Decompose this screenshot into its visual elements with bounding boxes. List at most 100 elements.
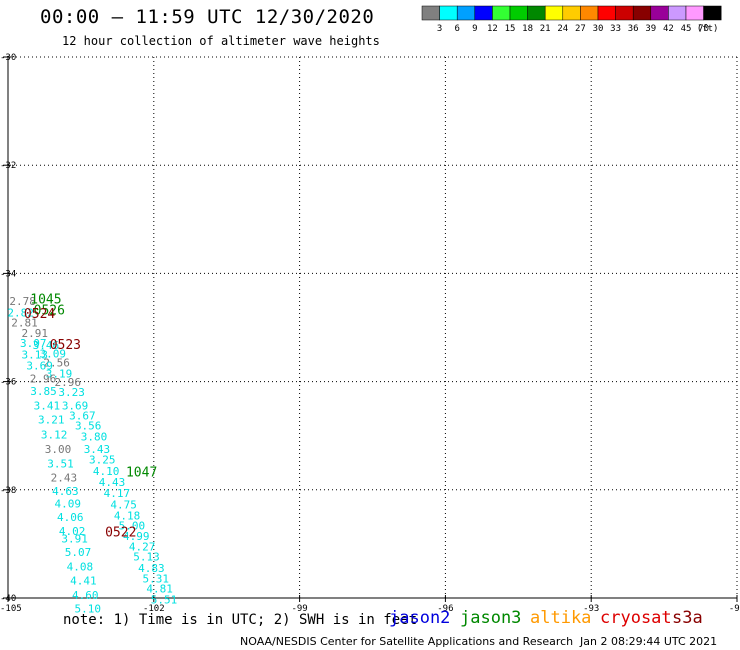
pass-time-label: 0522 (105, 525, 136, 540)
legend-label: 27 (575, 24, 586, 34)
swh-value-label: 3.12 (41, 428, 68, 441)
swh-value-label: 2.96 (55, 376, 82, 389)
legend-swatch (474, 5, 493, 21)
swh-value-label: 3.69 (62, 400, 89, 413)
swh-value-label: 4.81 (146, 583, 173, 596)
satellite-cryosat-label: cryosat (600, 608, 672, 628)
swh-value-label: 4.63 (52, 485, 79, 498)
swh-value-label: 3.85 (30, 385, 57, 398)
swh-value-label: 3.91 (61, 532, 88, 545)
pass-time-label: 0524 (24, 307, 55, 322)
legend-swatch (580, 5, 599, 21)
swh-value-label: 5.13 (133, 551, 160, 564)
swh-value-label: 3.09 (39, 347, 66, 360)
swh-value-label: 3.69 (26, 360, 53, 373)
legend-swatch (685, 5, 704, 21)
legend-swatch (456, 5, 476, 21)
swh-value-label: 4.43 (99, 476, 126, 489)
lat-tick-label: -38 (0, 486, 16, 496)
swh-value-label: 2.43 (51, 472, 78, 485)
swh-value-label: 2.82 (7, 307, 34, 320)
lat-tick-label: -32 (0, 161, 16, 171)
swh-value-label: 3.51 (47, 458, 74, 471)
swh-value-label: 2.81 (11, 316, 38, 329)
pass-time-label: 0523 (50, 338, 81, 353)
swh-value-label: 4.02 (59, 525, 86, 538)
swh-value-label: 2.78 (9, 295, 36, 308)
satellite-s3a-label: s3a (672, 608, 703, 628)
satellite-jason2-label: jason2 (389, 608, 451, 628)
swh-value-label: 4.09 (55, 498, 82, 511)
legend-label: 3 (437, 24, 442, 34)
swh-value-label: 3.41 (34, 400, 61, 413)
lon-tick-label: -102 (143, 604, 165, 614)
legend-label: 21 (540, 24, 551, 34)
swh-value-label: 4.60 (72, 589, 99, 602)
legend-swatch (439, 5, 458, 21)
legend-swatch (668, 5, 687, 21)
swh-value-label: 3.00 (45, 443, 72, 456)
swh-value-label: 5.31 (142, 572, 169, 585)
legend-unit: (ft) (697, 24, 719, 34)
legend-swatch (703, 5, 722, 21)
lon-tick-label: -90 (729, 604, 740, 614)
swh-value-label: 3.46 (33, 339, 60, 352)
swh-value-label: 4.41 (70, 574, 97, 587)
lon-tick-label: -105 (0, 604, 22, 614)
swh-value-label: 4.10 (93, 465, 120, 478)
legend-label: 24 (557, 24, 568, 34)
swh-value-label: 2.96 (30, 373, 57, 386)
lat-tick-label: -36 (0, 378, 16, 388)
pass-time-label: 1047 (126, 465, 157, 480)
swh-value-label: 3.21 (38, 413, 65, 426)
legend-label: 15 (505, 24, 516, 34)
swh-value-label: 3.07 (20, 337, 47, 350)
swh-value-label: 4.18 (114, 510, 141, 523)
swh-value-label: 4.75 (110, 499, 137, 512)
legend-swatch (421, 5, 440, 21)
swh-value-label: 4.08 (67, 560, 94, 573)
generated-timestamp: Jan 2 08:29:44 UTC 2021 (580, 635, 718, 648)
pass-time-label: 1045 (30, 293, 61, 308)
legend-swatch (597, 5, 616, 21)
legend-swatch (492, 5, 511, 21)
legend-label: 42 (663, 24, 674, 34)
legend-label: 36 (628, 24, 639, 34)
legend-swatch (615, 5, 634, 21)
legend-label: 9 (472, 24, 477, 34)
legend-label: 45 (681, 24, 692, 34)
legend-label: 6 (454, 24, 459, 34)
lat-tick-label: -34 (0, 269, 16, 279)
page-title: 00:00 – 11:59 UTC 12/30/2020 (40, 6, 375, 28)
page-subtitle: 12 hour collection of altimeter wave hei… (62, 34, 380, 48)
legend-swatch (562, 5, 581, 21)
legend-swatch (544, 5, 564, 21)
lon-tick-label: -99 (291, 604, 307, 614)
legend-label: 33 (610, 24, 621, 34)
legend-label: 70 (698, 24, 709, 34)
legend-swatch (509, 5, 528, 21)
swh-value-label: 5.51 (151, 593, 178, 606)
swh-value-label: 2.56 (43, 356, 70, 369)
satellite-altika-label: altika (530, 608, 592, 628)
legend-swatch (527, 5, 546, 21)
legend-label: 30 (593, 24, 604, 34)
legend-label: 39 (645, 24, 656, 34)
swh-value-label: 3.80 (81, 431, 108, 444)
swh-value-label: 5.07 (65, 546, 92, 559)
swh-value-label: 3.19 (46, 367, 73, 380)
swh-value-label: 3.23 (58, 386, 85, 399)
swh-value-label: 4.27 (129, 540, 156, 553)
legend-swatch (650, 5, 669, 21)
legend-label: 12 (487, 24, 498, 34)
swh-value-label: 4.99 (123, 530, 150, 543)
swh-value-label: 3.13 (21, 348, 48, 361)
swh-value-label: 3.43 (84, 443, 111, 456)
lon-tick-label: -96 (437, 604, 453, 614)
swh-value-label: 4.83 (138, 562, 165, 575)
lon-tick-label: -93 (583, 604, 599, 614)
swh-value-label: 5.10 (74, 603, 101, 616)
legend-swatch (632, 5, 652, 21)
